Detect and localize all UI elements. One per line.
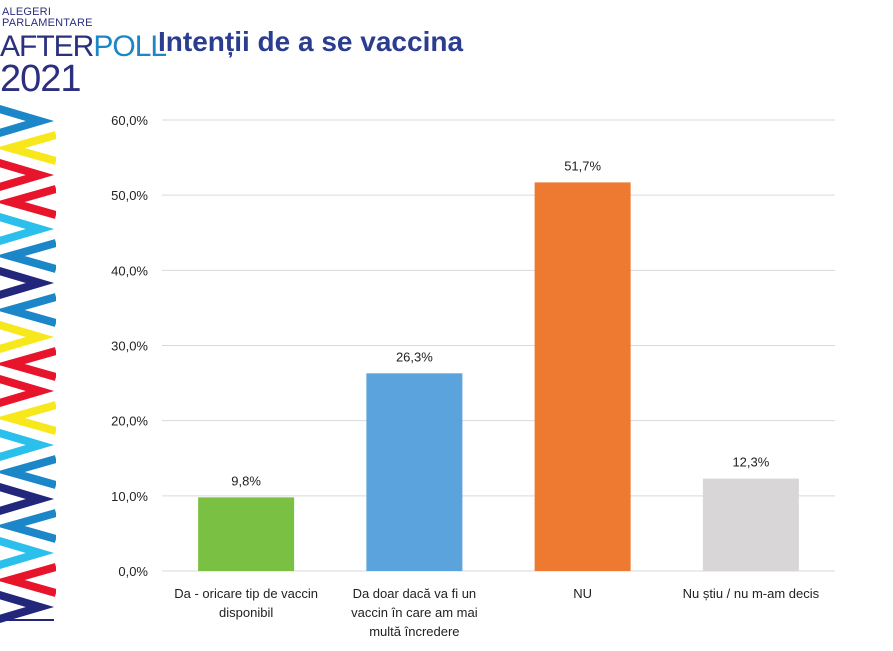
stripe-chevron — [0, 563, 56, 597]
x-category-label: Da - oricare tip de vaccin disponibil — [174, 586, 318, 620]
stripe-chevron — [0, 347, 56, 381]
x-category-label-line: NU — [573, 586, 592, 601]
bar — [198, 497, 295, 571]
x-category-label-line: vaccin în care am mai — [351, 605, 478, 620]
y-tick-label: 40,0% — [111, 263, 148, 278]
logo-afterpoll: AFTERPOLL — [0, 30, 167, 63]
stripe-chevron — [0, 401, 56, 435]
bar — [534, 182, 631, 571]
decorative-chevron-stripes — [0, 105, 56, 623]
logo-line-alegeri: ALEGERI — [2, 6, 52, 18]
stripe-chevron — [0, 267, 55, 299]
bar-value-label: 51,7% — [564, 158, 601, 173]
stripe-chevron — [0, 429, 55, 461]
y-tick-label: 60,0% — [111, 113, 148, 128]
bar — [702, 478, 799, 571]
y-tick-label: 20,0% — [111, 414, 148, 429]
x-category-label-line: Nu știu / nu m-am decis — [683, 586, 820, 601]
stripe-chevron — [0, 131, 56, 165]
stripe-chevron — [0, 509, 56, 543]
y-tick-label: 10,0% — [111, 489, 148, 504]
bar-value-label: 26,3% — [396, 349, 433, 364]
logo-poll: POLL — [93, 30, 167, 63]
stripe-chevron — [0, 185, 56, 219]
stripe-chevron — [0, 293, 56, 327]
logo-after: AFTER — [0, 30, 94, 63]
stripe-chevron — [0, 483, 55, 515]
bar-value-label: 12,3% — [732, 455, 769, 470]
bar-value-label: 9,8% — [231, 473, 261, 488]
stripe-chevron — [0, 239, 56, 273]
x-category-label-line: Da doar dacă va fi un — [353, 586, 477, 601]
y-tick-label: 50,0% — [111, 188, 148, 203]
stripe-chevron — [0, 105, 55, 137]
bar — [366, 373, 463, 571]
y-tick-label: 0,0% — [118, 564, 148, 579]
x-category-label-line: Da - oricare tip de vaccin — [174, 586, 318, 601]
x-category-label-line: multă încredere — [369, 624, 459, 639]
x-category-label: Nu știu / nu m-am decis — [683, 586, 820, 601]
slide-title: Intenții de a se vaccina — [158, 26, 464, 57]
y-tick-label: 30,0% — [111, 339, 148, 354]
stripe-chevron — [0, 591, 55, 623]
logo-year: 2021 — [0, 58, 82, 100]
x-category-label: NU — [573, 586, 592, 601]
stripe-chevron — [0, 321, 55, 353]
logo-line-parlamentare: PARLAMENTARE — [2, 17, 93, 29]
x-category-label: Da doar dacă va fi un vaccin în care am m… — [351, 586, 478, 639]
stripe-chevron — [0, 159, 55, 191]
x-category-label-line: disponibil — [219, 605, 273, 620]
stripe-chevron — [0, 213, 55, 245]
stripe-chevron — [0, 455, 56, 489]
stripe-chevron — [0, 375, 55, 407]
stripe-chevron — [0, 537, 55, 569]
